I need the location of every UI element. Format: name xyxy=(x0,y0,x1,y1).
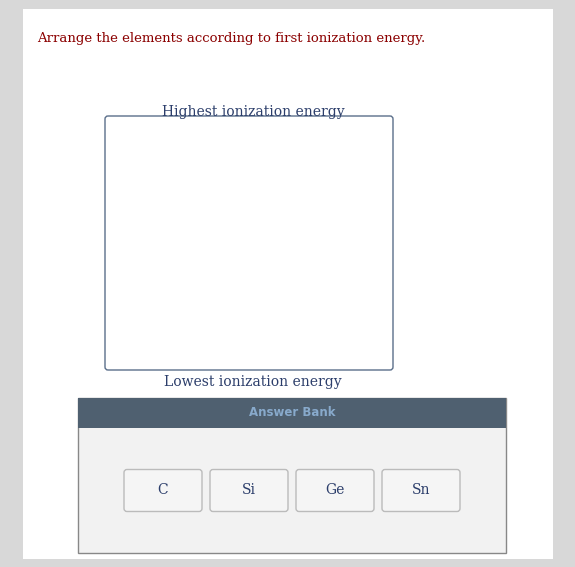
FancyBboxPatch shape xyxy=(296,469,374,511)
FancyBboxPatch shape xyxy=(78,398,506,553)
FancyBboxPatch shape xyxy=(210,469,288,511)
Text: Lowest ionization energy: Lowest ionization energy xyxy=(164,375,342,389)
Text: C: C xyxy=(158,484,168,497)
FancyBboxPatch shape xyxy=(124,469,202,511)
Text: Sn: Sn xyxy=(412,484,430,497)
Text: Highest ionization energy: Highest ionization energy xyxy=(162,105,344,119)
Text: Arrange the elements according to first ionization energy.: Arrange the elements according to first … xyxy=(37,32,426,45)
FancyBboxPatch shape xyxy=(382,469,460,511)
Text: Answer Bank: Answer Bank xyxy=(249,407,335,420)
FancyBboxPatch shape xyxy=(78,398,506,428)
Text: Si: Si xyxy=(242,484,256,497)
FancyBboxPatch shape xyxy=(105,116,393,370)
Text: Ge: Ge xyxy=(325,484,344,497)
FancyBboxPatch shape xyxy=(23,9,553,559)
